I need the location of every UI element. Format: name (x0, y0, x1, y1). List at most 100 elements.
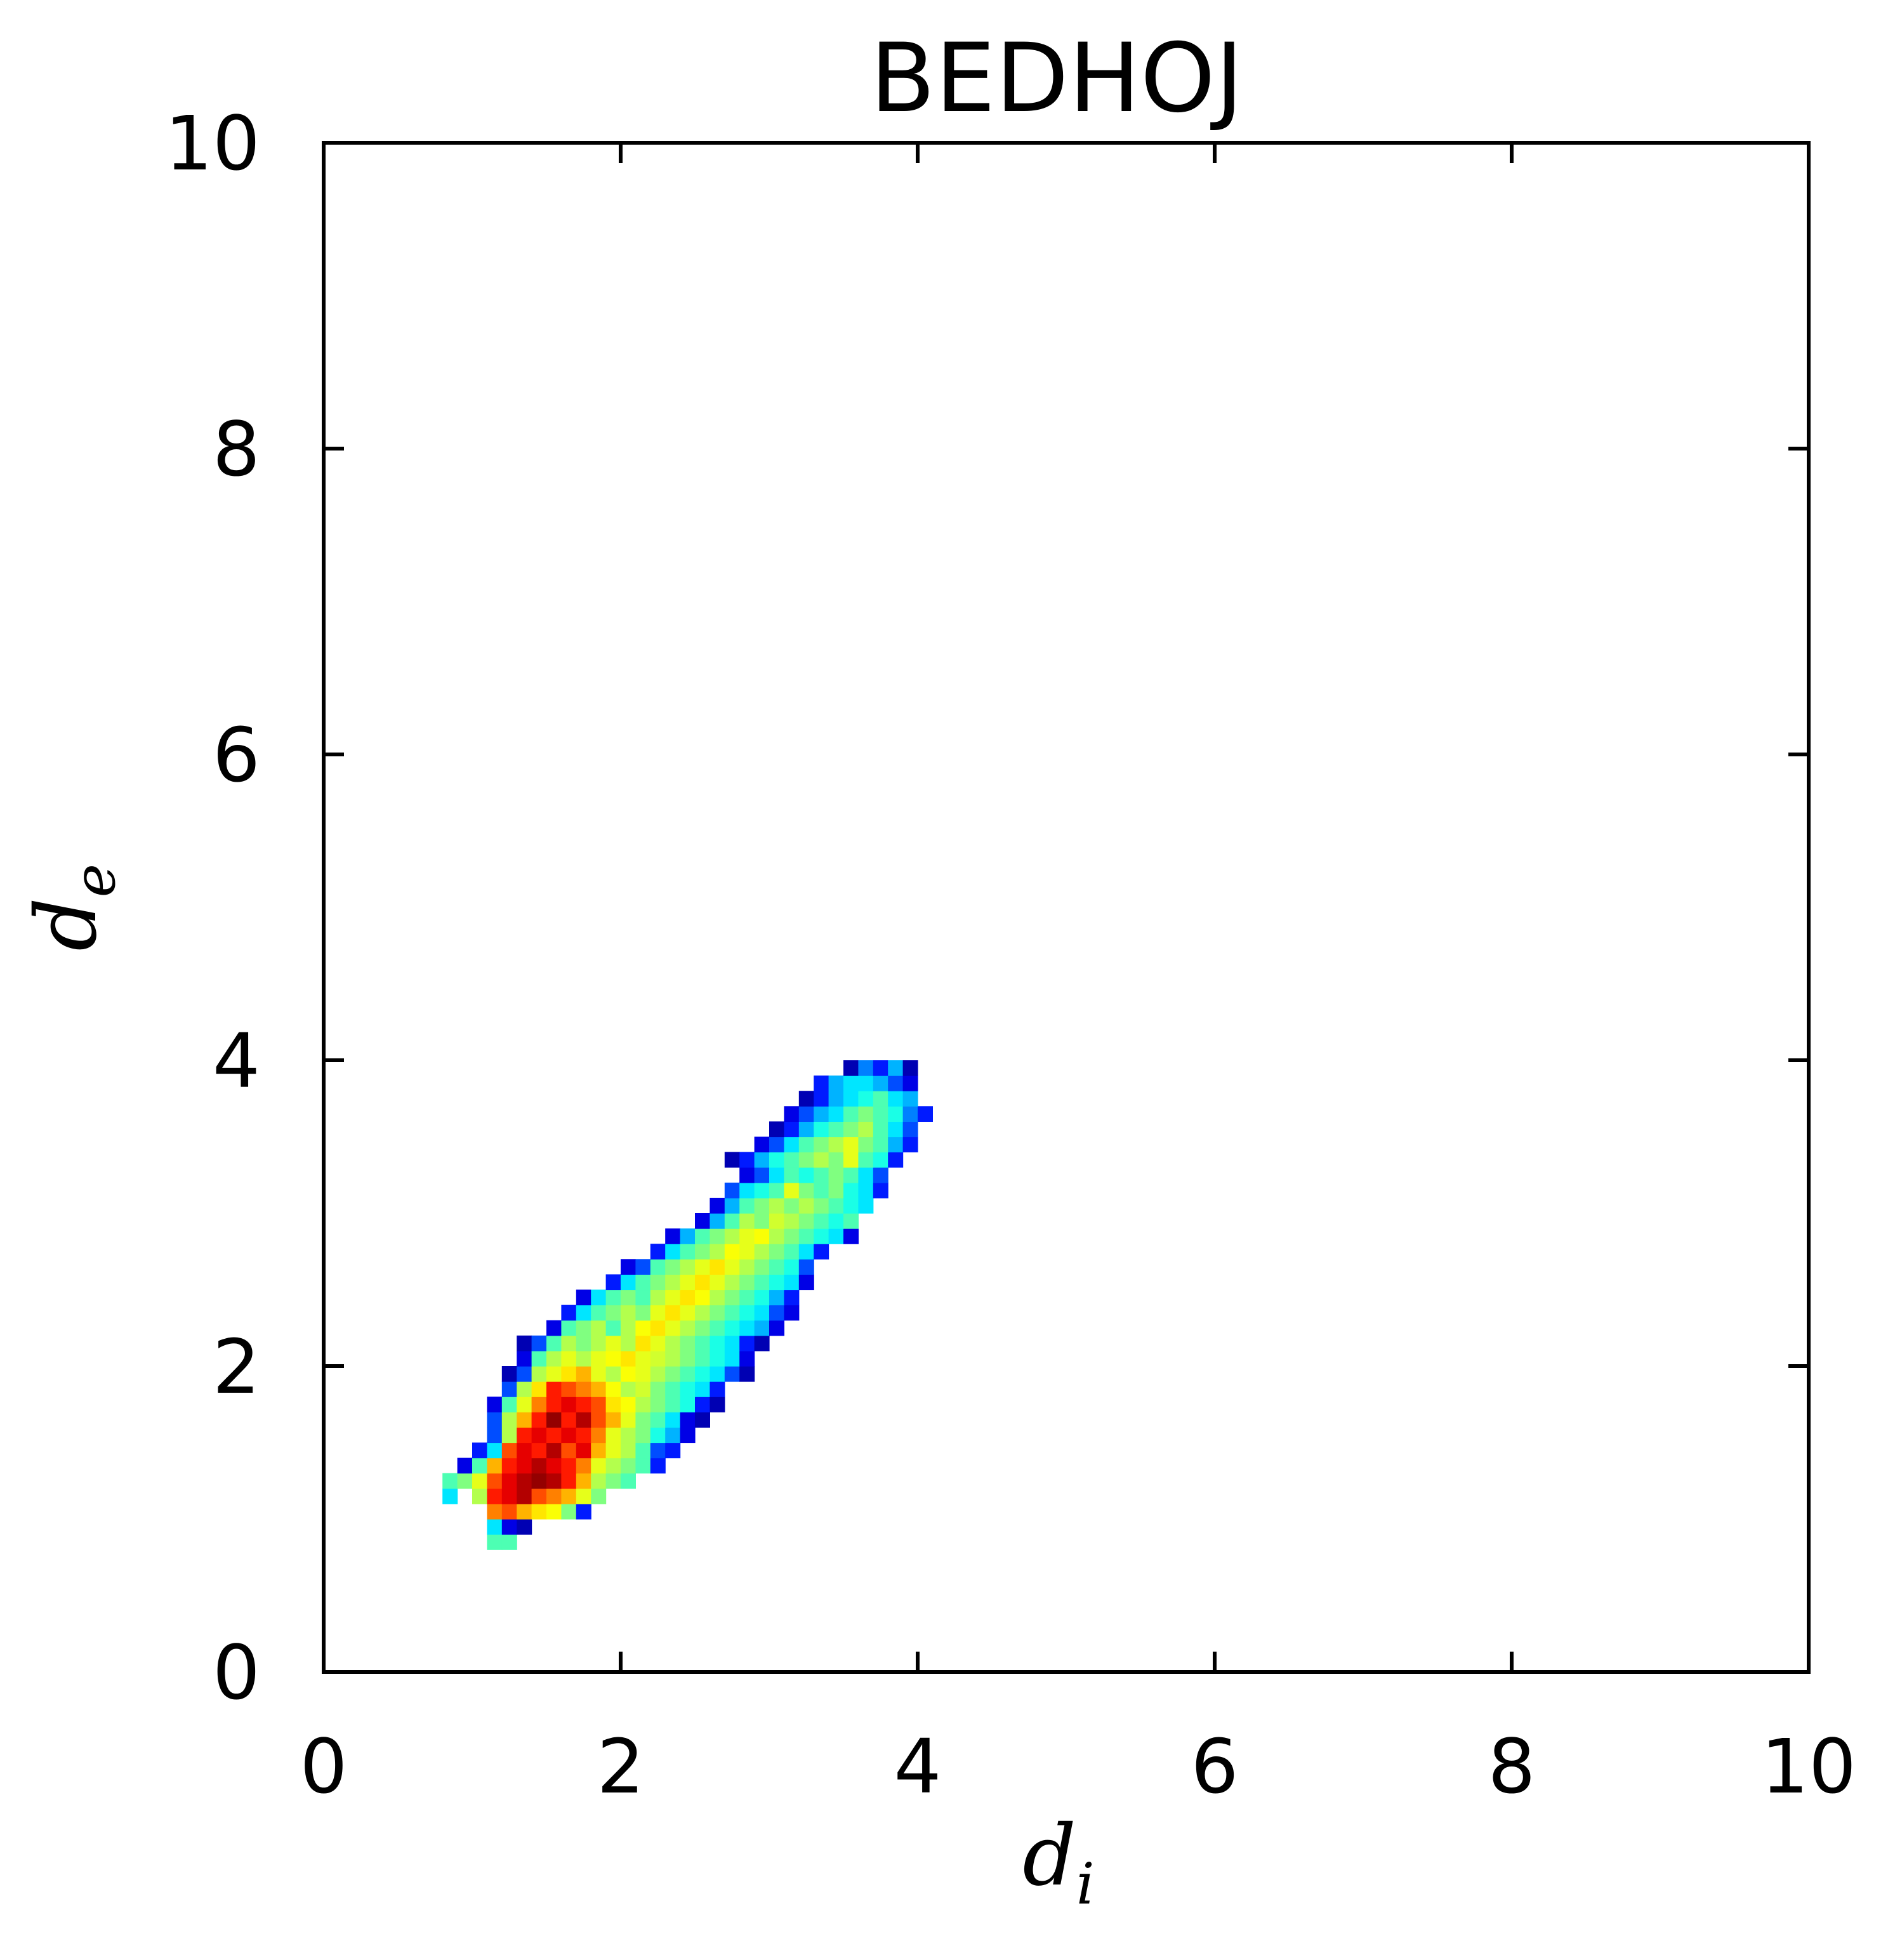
heatmap-cell (798, 1106, 814, 1122)
heatmap-cell (591, 1473, 607, 1489)
heatmap-cell (902, 1075, 918, 1091)
heatmap-cell (695, 1274, 710, 1291)
heatmap-cell (605, 1427, 621, 1444)
heatmap-cell (487, 1397, 503, 1412)
heatmap-cell (650, 1350, 666, 1367)
x-tick-label: 10 (1761, 1723, 1856, 1810)
heatmap-cell (635, 1457, 651, 1474)
x-tick-label: 4 (894, 1723, 941, 1810)
heatmap-cell (576, 1412, 591, 1428)
heatmap-cell (754, 1274, 770, 1291)
heatmap-cell (650, 1289, 666, 1306)
heatmap-cell (501, 1534, 517, 1550)
y-tick-label: 4 (213, 1017, 260, 1105)
heatmap-cell (561, 1473, 577, 1489)
heatmap-cell (531, 1381, 547, 1397)
heatmap-cell (517, 1397, 532, 1412)
heatmap-cell (695, 1213, 710, 1229)
heatmap-cell (621, 1289, 636, 1306)
heatmap-cell (650, 1381, 666, 1397)
heatmap-cell (546, 1488, 562, 1504)
heatmap-cell (754, 1136, 770, 1153)
heatmap-cell (902, 1060, 918, 1076)
heatmap-cell (665, 1427, 681, 1444)
heatmap-cell (621, 1412, 636, 1428)
heatmap-cell (888, 1106, 904, 1122)
heatmap-cell (680, 1412, 696, 1428)
heatmap-cell (843, 1167, 859, 1183)
heatmap-cell (784, 1167, 800, 1183)
heatmap-cell (561, 1335, 577, 1352)
heatmap-cell (517, 1457, 532, 1474)
heatmap-cell (724, 1182, 740, 1199)
heatmap-cell (769, 1197, 784, 1214)
heatmap-cell (621, 1305, 636, 1321)
heatmap-cell (472, 1488, 487, 1504)
heatmap-cell (546, 1473, 562, 1489)
heatmap-cell (591, 1289, 607, 1306)
heatmap-cell (650, 1244, 666, 1260)
heatmap-cell (442, 1488, 458, 1504)
heatmap-cell (561, 1320, 577, 1336)
heatmap-cell (739, 1182, 755, 1199)
heatmap-cell (724, 1305, 740, 1321)
y-tick-label: 2 (213, 1323, 260, 1411)
heatmap-cell (576, 1503, 591, 1520)
heatmap-cell (680, 1305, 696, 1321)
heatmap-cell (680, 1397, 696, 1412)
heatmap-cell (621, 1259, 636, 1275)
heatmap-cell (576, 1381, 591, 1397)
heatmap-cell (814, 1197, 829, 1214)
heatmap-cell (665, 1289, 681, 1306)
heatmap-cell (621, 1457, 636, 1474)
heatmap-cell (769, 1244, 784, 1260)
heatmap-cell (710, 1289, 725, 1306)
heatmap-cell (501, 1503, 517, 1520)
heatmap-cell (561, 1350, 577, 1367)
heatmap-cell (472, 1473, 487, 1489)
heatmap-cell (635, 1350, 651, 1367)
heatmap-cell (621, 1335, 636, 1352)
heatmap-cell (487, 1427, 503, 1444)
heatmap-cell (843, 1228, 859, 1244)
x-axis-ticks (322, 143, 1811, 1672)
heatmap-cell (784, 1259, 800, 1275)
heatmap-cell (576, 1305, 591, 1321)
heatmap-cell (546, 1412, 562, 1428)
heatmap-cell (457, 1473, 473, 1489)
heatmap-cell (784, 1289, 800, 1306)
heatmap-cell (621, 1397, 636, 1412)
heatmap-cell (635, 1381, 651, 1397)
heatmap-cell (814, 1075, 829, 1091)
heatmap-cell (635, 1442, 651, 1459)
heatmap-cell (754, 1182, 770, 1199)
heatmap-cell (576, 1320, 591, 1336)
y-axis-ticks (324, 141, 1809, 1674)
heatmap-cell (814, 1182, 829, 1199)
heatmap-cell (635, 1427, 651, 1444)
heatmap-cell (873, 1060, 888, 1076)
heatmap-cell (784, 1244, 800, 1260)
heatmap-cell (501, 1519, 517, 1535)
heatmap-cell (739, 1320, 755, 1336)
x-tick-label: 6 (1191, 1723, 1238, 1810)
heatmap-cell (591, 1366, 607, 1382)
heatmap-cell (635, 1397, 651, 1412)
heatmap-cell (487, 1442, 503, 1459)
heatmap-cell (650, 1259, 666, 1275)
heatmap-cell (591, 1350, 607, 1367)
heatmap-cell (442, 1473, 458, 1489)
heatmap-cell (873, 1106, 888, 1122)
heatmap-cell (724, 1320, 740, 1336)
heatmap-cell (546, 1350, 562, 1367)
heatmap-cell (546, 1457, 562, 1474)
heatmap-cell (472, 1442, 487, 1459)
heatmap-cell (591, 1381, 607, 1397)
heatmap-cell (591, 1397, 607, 1412)
heatmap-cell (710, 1320, 725, 1336)
heatmap-cell (472, 1457, 487, 1474)
heatmap-cell (739, 1335, 755, 1352)
heatmap-cell (828, 1106, 844, 1122)
heatmap-cell (487, 1473, 503, 1489)
